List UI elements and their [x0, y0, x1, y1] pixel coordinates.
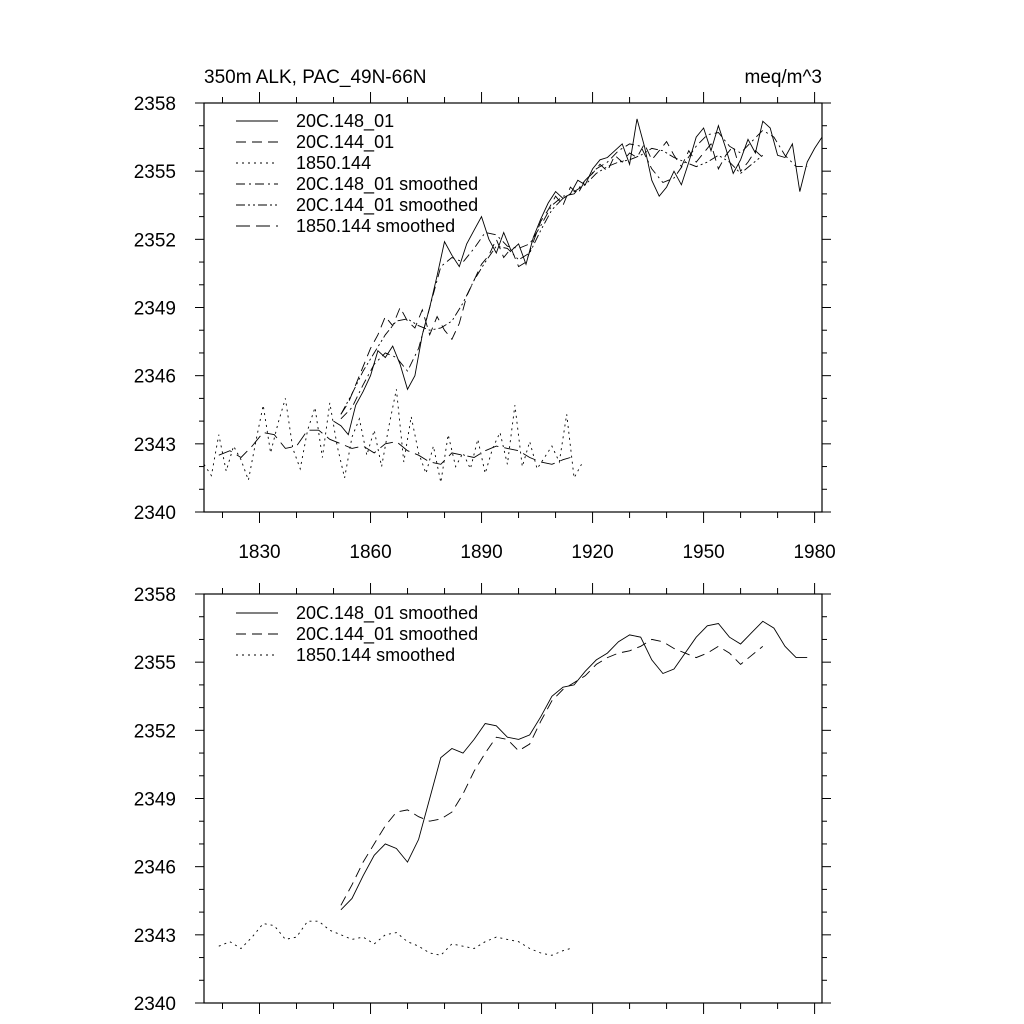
series-line-1 — [340, 620, 808, 911]
series-group — [218, 620, 808, 956]
y-tick-label: 2352 — [134, 721, 176, 742]
legend-label: 1850.144 smoothed — [296, 216, 455, 236]
y-axis: 2340 2343 2346 2349 2352 2355 2358 — [134, 94, 831, 524]
x-tick-label: 1830 — [238, 542, 280, 563]
top-panel: 350m ALK, PAC_49N-66N meq/m^3 2340234323… — [134, 67, 836, 563]
y-tick-label: 2343 — [134, 435, 176, 456]
units-label: meq/m^3 — [744, 67, 822, 88]
y-tick-label: 2349 — [134, 790, 176, 811]
y-tick-label: 2355 — [134, 162, 176, 183]
legend-label: 20C.144_01 smoothed — [296, 624, 478, 645]
y-tick-label: 2343 — [134, 926, 176, 947]
legend-label: 20C.148_01 — [296, 111, 394, 132]
y-tick-label: 2352 — [134, 230, 176, 251]
series-line-1 — [333, 118, 823, 436]
series-line-3 — [203, 389, 582, 483]
legend-label: 1850.144 smoothed — [296, 645, 455, 665]
x-tick-label: 1950 — [682, 542, 724, 563]
legend-label: 20C.148_01 smoothed — [296, 603, 478, 624]
series-group — [203, 118, 823, 483]
x-tick-label: 1890 — [460, 542, 502, 563]
y-tick-label: 2355 — [134, 653, 176, 674]
y-tick-label: 2358 — [134, 585, 176, 606]
x-axis: 1830 1860 1890 1920 1950 1980 — [222, 92, 836, 563]
y-tick-label: 2340 — [134, 503, 176, 524]
x-axis — [222, 583, 816, 1014]
series-line-2 — [340, 638, 764, 906]
legend-label: 20C.144_01 — [296, 132, 394, 153]
x-tick-label: 1920 — [571, 542, 613, 563]
y-tick-label: 2346 — [134, 367, 176, 388]
y-tick-label: 2346 — [134, 858, 176, 879]
bottom-panel: 2340 2343 2346 2349 2352 2355 2358 20C.148_01 s… — [134, 583, 831, 1015]
series-line-6 — [218, 429, 571, 465]
y-axis: 2340 2343 2346 2349 2352 2355 2358 — [134, 585, 831, 1015]
series-line-3 — [218, 920, 571, 956]
series-line-5 — [340, 147, 764, 415]
legend-label: 20C.144_01 smoothed — [296, 195, 478, 216]
y-tick-label: 2349 — [134, 299, 176, 320]
legend-label: 20C.148_01 smoothed — [296, 174, 478, 195]
x-tick-label: 1860 — [349, 542, 391, 563]
chart-title: 350m ALK, PAC_49N-66N — [204, 67, 427, 88]
legend-label: 1850.144 — [296, 153, 371, 173]
y-tick-label: 2358 — [134, 94, 176, 115]
series-line-4 — [340, 129, 808, 420]
x-tick-label: 1980 — [793, 542, 835, 563]
y-tick-label: 2340 — [134, 994, 176, 1015]
